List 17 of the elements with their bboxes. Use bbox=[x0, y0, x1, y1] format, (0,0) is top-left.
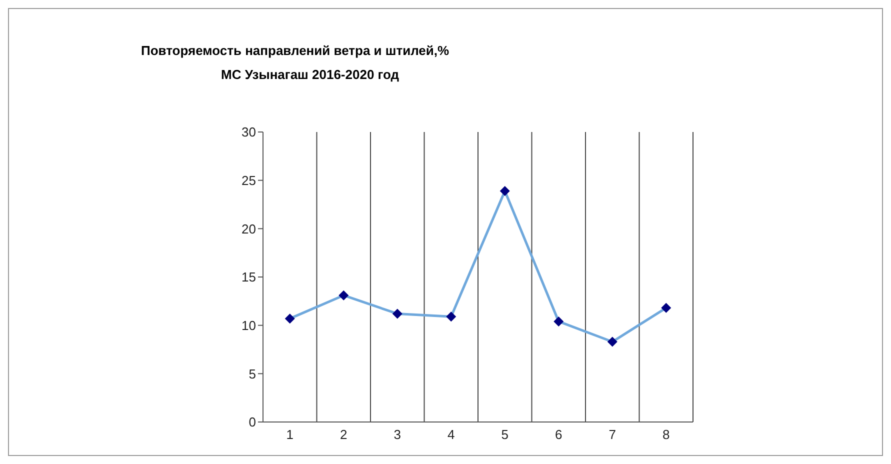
y-tick-label: 25 bbox=[242, 172, 256, 188]
x-tick-label: 4 bbox=[448, 427, 455, 442]
y-tick-label: 15 bbox=[242, 270, 256, 285]
x-tick-label: 1 bbox=[286, 427, 294, 442]
x-tick-label: 3 bbox=[394, 427, 401, 442]
chart-subtitle: МС Узынагаш 2016-2020 год bbox=[221, 67, 400, 82]
y-tick-label: 30 bbox=[242, 124, 256, 140]
y-tick-label: 0 bbox=[248, 414, 256, 430]
x-tick-label: 2 bbox=[340, 427, 348, 442]
x-tick-label: 7 bbox=[608, 427, 616, 442]
x-tick-label: 8 bbox=[662, 427, 670, 442]
x-tick-label: 6 bbox=[555, 427, 562, 442]
y-tick-label: 5 bbox=[248, 366, 256, 382]
x-tick-label: 5 bbox=[501, 427, 508, 442]
y-tick-label: 20 bbox=[242, 221, 256, 236]
y-tick-label: 10 bbox=[242, 318, 256, 333]
chart-title: Повторяемость направлений ветра и штилей,% bbox=[141, 43, 450, 58]
